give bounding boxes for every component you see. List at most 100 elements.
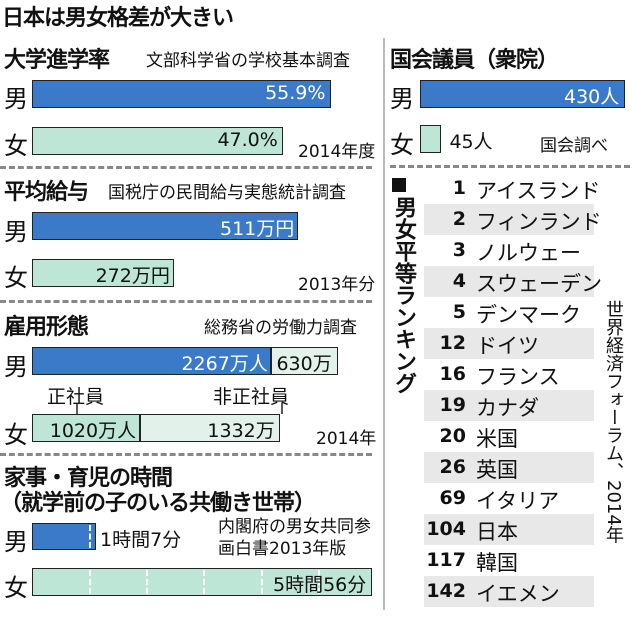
diet-source: 国会調べ: [540, 136, 608, 156]
ranking-row: 4 スウェーデン: [424, 266, 602, 297]
rank-country: カナダ: [476, 396, 539, 420]
university-note: 2014年度: [298, 142, 376, 162]
employment-note: 2014年: [316, 429, 377, 449]
rank-country: スウェーデン: [476, 272, 602, 296]
rank-number: 142: [426, 580, 466, 602]
section-divider: [0, 166, 372, 169]
salary-male-value: 511万円: [220, 218, 295, 240]
rank-number: 20: [439, 425, 466, 447]
square-bullet-icon: [392, 178, 406, 192]
employment-female-nonregular-value: 1332万: [207, 420, 275, 442]
diet-male-value: 430人: [564, 86, 620, 108]
hour-tick: [146, 570, 149, 594]
housework-male-bar: [32, 523, 96, 550]
rank-country: 韓国: [476, 551, 518, 575]
employment-male-nonregular-value: 630万: [276, 353, 332, 375]
salary-female-label: 女: [4, 264, 28, 292]
rank-number: 2: [452, 208, 466, 230]
rank-number: 104: [426, 518, 466, 540]
housework-female-bar: [32, 568, 372, 596]
diet-title: 国会議員（衆院）: [390, 47, 559, 73]
university-male-bar: [32, 80, 332, 108]
rank-country: イタリア: [476, 489, 560, 513]
employment-female-label: 女: [4, 421, 28, 449]
ranking-row: 20 米国: [424, 421, 594, 452]
salary-note: 2013年分: [298, 275, 376, 295]
university-rate-title: 大学進学率: [4, 47, 110, 73]
salary-female-value: 272万円: [95, 265, 170, 287]
hour-tick: [203, 570, 206, 594]
rank-country: 英国: [476, 458, 518, 482]
university-female-value: 47.0%: [217, 129, 278, 151]
rank-number: 4: [452, 270, 466, 292]
housework-female-label: 女: [4, 574, 28, 602]
rank-country: 米国: [476, 427, 518, 451]
housework-male-label: 男: [4, 528, 28, 556]
salary-male-bar: [32, 212, 298, 240]
rank-number: 117: [426, 549, 466, 571]
ranking-source: 世界経済フォーラム、2014年: [603, 300, 624, 544]
rank-country: イエメン: [476, 582, 560, 606]
section-divider: [0, 300, 372, 303]
hour-tick: [88, 525, 91, 548]
rank-country: アイスランド: [476, 179, 601, 203]
employment-male-regular-bar: [32, 347, 272, 375]
housework-male-value: 1時間7分: [99, 529, 182, 551]
university-male-value: 55.9%: [265, 82, 326, 104]
rank-country: 日本: [476, 520, 518, 544]
hour-tick: [260, 570, 263, 594]
ranking-row: 12 ドイツ: [424, 328, 594, 359]
ranking-row: 104 日本: [424, 514, 594, 545]
salary-male-label: 男: [4, 218, 28, 246]
diet-female-value: 45人: [449, 131, 493, 153]
ranking-row: 3 ノルウェー: [424, 235, 594, 266]
ranking-row: 69 イタリア: [424, 483, 594, 514]
university-rate-source: 文部科学省の学校基本調査: [146, 51, 350, 71]
rank-number: 69: [439, 487, 466, 509]
employment-female-nonregular-bar: [139, 414, 281, 442]
rank-number: 1: [452, 177, 466, 199]
rank-number: 19: [439, 394, 466, 416]
rank-country: ドイツ: [476, 334, 539, 358]
employment-male-label: 男: [4, 353, 28, 381]
rank-number: 3: [452, 239, 466, 261]
hour-tick: [318, 570, 321, 594]
university-female-bar: [32, 127, 284, 155]
ranking-row: 142 イエメン: [424, 576, 594, 607]
housework-subtitle: （就学前の子のいる共働き世帯）: [0, 490, 316, 516]
salary-title: 平均給与: [4, 179, 89, 205]
housework-female-value: 5時間56分: [273, 574, 367, 596]
rank-country: フランス: [476, 365, 560, 389]
ranking-row: 19 カナダ: [424, 390, 594, 421]
university-female-label: 女: [4, 132, 28, 160]
employment-source: 総務省の労働力調査: [204, 318, 357, 338]
diet-male-bar: [420, 80, 625, 108]
rank-number: 12: [439, 332, 466, 354]
legend-nonregular-employee: 非正社員: [213, 386, 290, 408]
ranking-row: 5 デンマーク: [424, 297, 594, 328]
ranking-row: 1 アイスランド: [424, 173, 601, 204]
rank-country: デンマーク: [476, 303, 581, 327]
hour-tick: [88, 570, 91, 594]
section-divider: [0, 453, 372, 456]
rank-country: ノルウェー: [476, 241, 581, 265]
housework-source: 内閣府の男女共同参画白書2013年版: [218, 517, 371, 559]
section-divider: [390, 165, 630, 168]
rank-number: 26: [439, 456, 466, 478]
ranking-row: 117 韓国: [424, 545, 594, 576]
employment-title: 雇用形態: [4, 314, 89, 340]
ranking-row: 16 フランス: [424, 359, 594, 390]
ranking-title: 男女平等ランキング: [391, 196, 417, 394]
employment-male-nonregular-bar: [271, 347, 338, 375]
column-separator: [383, 38, 385, 610]
salary-source: 国税庁の民間給与実態統計調査: [108, 183, 346, 203]
employment-male-regular-value: 2267万人: [181, 353, 268, 375]
diet-female-label: 女: [390, 131, 414, 159]
employment-female-regular-bar: [32, 414, 140, 442]
salary-female-bar: [32, 259, 174, 287]
rank-number: 16: [439, 363, 466, 385]
university-male-label: 男: [4, 85, 28, 113]
page-title: 日本は男女格差が大きい: [2, 6, 234, 31]
housework-title: 家事・育児の時間: [4, 465, 173, 491]
